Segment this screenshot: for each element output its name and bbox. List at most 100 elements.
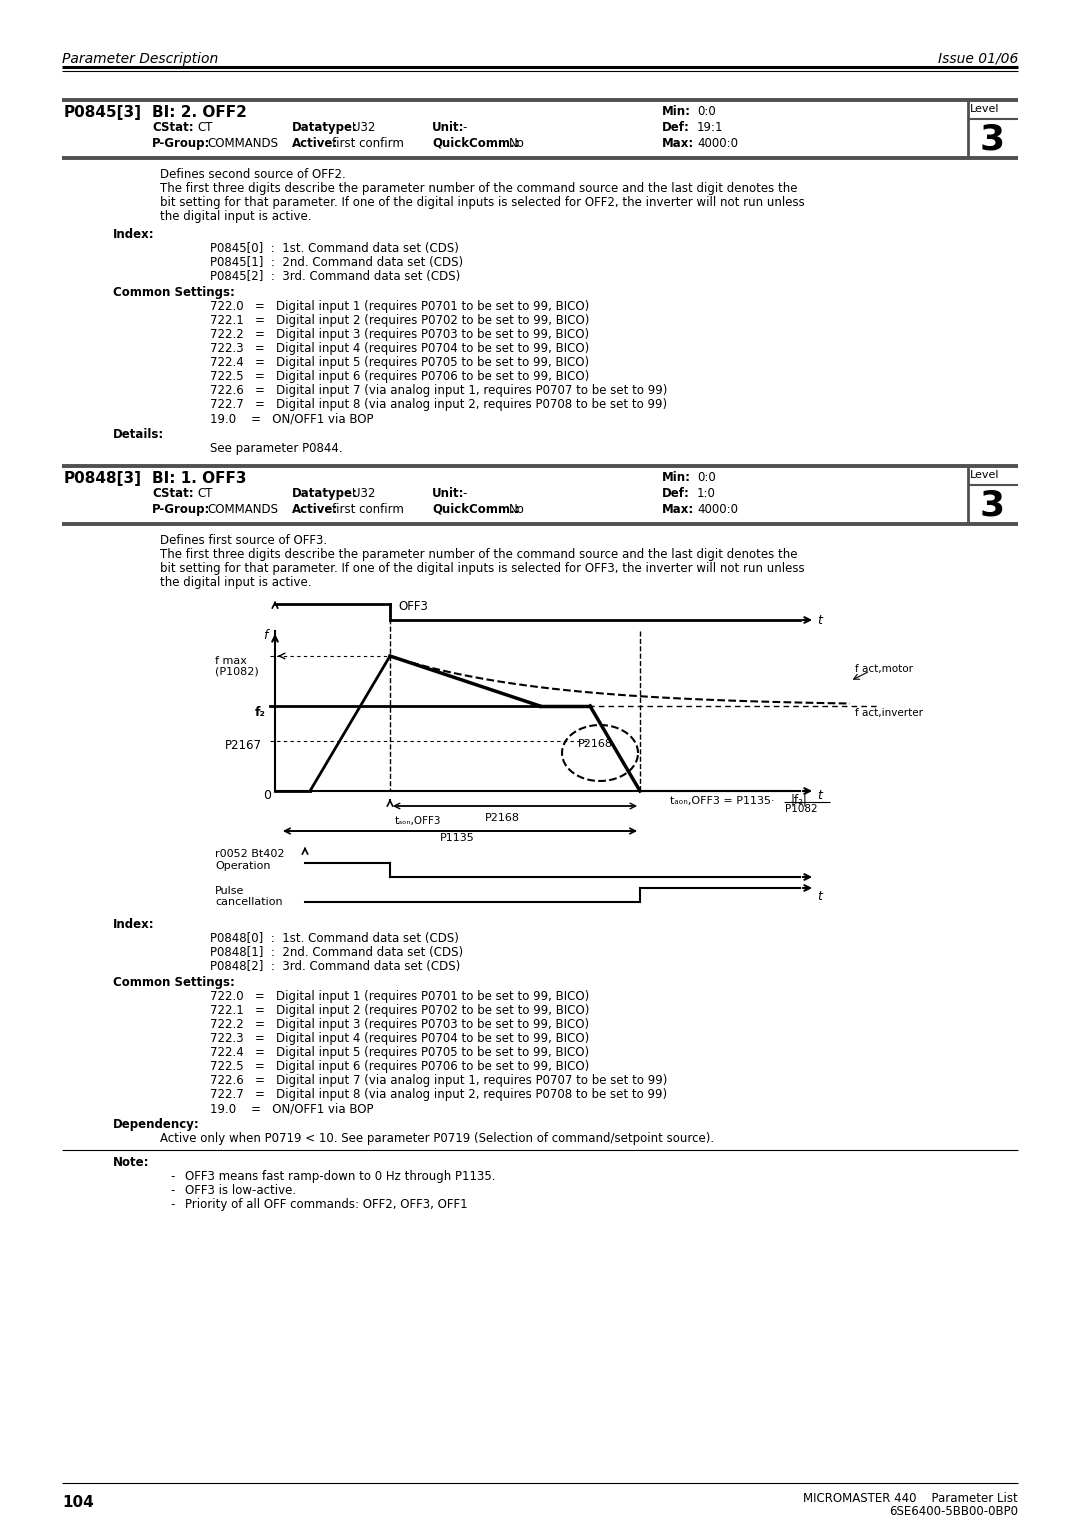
Text: 722.6   =   Digital input 7 (via analog input 1, requires P0707 to be set to 99): 722.6 = Digital input 7 (via analog inpu… <box>210 1074 667 1086</box>
Text: f: f <box>264 630 268 642</box>
Text: 722.7   =   Digital input 8 (via analog input 2, requires P0708 to be set to 99): 722.7 = Digital input 8 (via analog inpu… <box>210 397 667 411</box>
Text: The first three digits describe the parameter number of the command source and t: The first three digits describe the para… <box>160 182 797 196</box>
Text: P0848[0]  :  1st. Command data set (CDS): P0848[0] : 1st. Command data set (CDS) <box>210 932 459 944</box>
Text: BI: 1. OFF3: BI: 1. OFF3 <box>152 471 246 486</box>
Text: P2168: P2168 <box>485 813 519 824</box>
Text: Defines first source of OFF3.: Defines first source of OFF3. <box>160 533 327 547</box>
Text: first confirm: first confirm <box>332 138 404 150</box>
Text: CT: CT <box>197 121 213 134</box>
Text: t: t <box>816 788 822 802</box>
Text: Issue 01/06: Issue 01/06 <box>937 52 1018 66</box>
Text: P0845[2]  :  3rd. Command data set (CDS): P0845[2] : 3rd. Command data set (CDS) <box>210 270 460 283</box>
Text: -: - <box>170 1198 174 1212</box>
Text: 3: 3 <box>980 122 1005 156</box>
Text: |f₂|: |f₂| <box>789 793 807 805</box>
Text: Active:: Active: <box>292 138 338 150</box>
Text: 722.1   =   Digital input 2 (requires P0702 to be set to 99, BICO): 722.1 = Digital input 2 (requires P0702 … <box>210 1004 590 1018</box>
Text: Common Settings:: Common Settings: <box>113 286 234 299</box>
Text: 722.4   =   Digital input 5 (requires P0705 to be set to 99, BICO): 722.4 = Digital input 5 (requires P0705 … <box>210 1047 589 1059</box>
Text: 0:0: 0:0 <box>697 471 716 484</box>
Text: (P1082): (P1082) <box>215 668 259 677</box>
Text: Unit:: Unit: <box>432 121 464 134</box>
Text: Def:: Def: <box>662 487 690 500</box>
Text: P0848[2]  :  3rd. Command data set (CDS): P0848[2] : 3rd. Command data set (CDS) <box>210 960 460 973</box>
Text: Level: Level <box>970 104 999 115</box>
Text: bit setting for that parameter. If one of the digital inputs is selected for OFF: bit setting for that parameter. If one o… <box>160 196 805 209</box>
Text: P0848[3]: P0848[3] <box>64 471 141 486</box>
Text: 4000:0: 4000:0 <box>697 138 738 150</box>
Text: Def:: Def: <box>662 121 690 134</box>
Text: Min:: Min: <box>662 471 691 484</box>
Text: the digital input is active.: the digital input is active. <box>160 576 311 588</box>
Text: 0:0: 0:0 <box>697 105 716 118</box>
Text: Note:: Note: <box>113 1157 149 1169</box>
Text: 1:0: 1:0 <box>697 487 716 500</box>
Text: OFF3: OFF3 <box>399 601 428 613</box>
Text: Details:: Details: <box>113 428 164 442</box>
Text: bit setting for that parameter. If one of the digital inputs is selected for OFF: bit setting for that parameter. If one o… <box>160 562 805 575</box>
Text: U32: U32 <box>352 487 376 500</box>
Text: P0845[0]  :  1st. Command data set (CDS): P0845[0] : 1st. Command data set (CDS) <box>210 241 459 255</box>
Text: CT: CT <box>197 487 213 500</box>
Text: Min:: Min: <box>662 105 691 118</box>
Text: Active only when P0719 < 10. See parameter P0719 (Selection of command/setpoint : Active only when P0719 < 10. See paramet… <box>160 1132 714 1144</box>
Text: -: - <box>170 1184 174 1196</box>
Text: 722.3   =   Digital input 4 (requires P0704 to be set to 99, BICO): 722.3 = Digital input 4 (requires P0704 … <box>210 1031 590 1045</box>
Text: 19.0    =   ON/OFF1 via BOP: 19.0 = ON/OFF1 via BOP <box>210 1102 374 1115</box>
Text: Active:: Active: <box>292 503 338 516</box>
Text: COMMANDS: COMMANDS <box>207 138 278 150</box>
Text: f act,motor: f act,motor <box>855 665 913 674</box>
Text: P2168: P2168 <box>578 740 613 749</box>
Text: -: - <box>462 121 467 134</box>
Text: Dependency:: Dependency: <box>113 1118 200 1131</box>
Text: 722.1   =   Digital input 2 (requires P0702 to be set to 99, BICO): 722.1 = Digital input 2 (requires P0702 … <box>210 313 590 327</box>
Text: Pulse: Pulse <box>215 886 244 895</box>
Text: 722.0   =   Digital input 1 (requires P0701 to be set to 99, BICO): 722.0 = Digital input 1 (requires P0701 … <box>210 299 590 313</box>
Text: first confirm: first confirm <box>332 503 404 516</box>
Text: 0: 0 <box>264 788 271 802</box>
Text: CStat:: CStat: <box>152 487 193 500</box>
Text: OFF3 means fast ramp-down to 0 Hz through P1135.: OFF3 means fast ramp-down to 0 Hz throug… <box>185 1170 496 1183</box>
Text: cancellation: cancellation <box>215 897 283 908</box>
Text: P2167: P2167 <box>225 740 262 752</box>
Text: Defines second source of OFF2.: Defines second source of OFF2. <box>160 168 346 180</box>
Text: Datatype:: Datatype: <box>292 121 357 134</box>
Text: Datatype:: Datatype: <box>292 487 357 500</box>
Text: 19.0    =   ON/OFF1 via BOP: 19.0 = ON/OFF1 via BOP <box>210 413 374 425</box>
Text: tₐₒₙ,OFF3 = P1135·: tₐₒₙ,OFF3 = P1135· <box>670 796 774 805</box>
Text: P0845[1]  :  2nd. Command data set (CDS): P0845[1] : 2nd. Command data set (CDS) <box>210 257 463 269</box>
Text: 4000:0: 4000:0 <box>697 503 738 516</box>
Text: t: t <box>816 614 822 626</box>
Text: P0848[1]  :  2nd. Command data set (CDS): P0848[1] : 2nd. Command data set (CDS) <box>210 946 463 960</box>
Text: P0845[3]: P0845[3] <box>64 105 141 121</box>
Text: 19:1: 19:1 <box>697 121 724 134</box>
Text: Parameter Description: Parameter Description <box>62 52 218 66</box>
Text: P-Group:: P-Group: <box>152 138 211 150</box>
Text: Unit:: Unit: <box>432 487 464 500</box>
Text: P1135: P1135 <box>440 833 475 843</box>
Text: Index:: Index: <box>113 228 154 241</box>
Text: 104: 104 <box>62 1494 94 1510</box>
Text: MICROMASTER 440    Parameter List: MICROMASTER 440 Parameter List <box>804 1491 1018 1505</box>
Text: No: No <box>509 503 525 516</box>
Text: f₂: f₂ <box>255 706 266 720</box>
Text: Max:: Max: <box>662 138 694 150</box>
Text: 722.6   =   Digital input 7 (via analog input 1, requires P0707 to be set to 99): 722.6 = Digital input 7 (via analog inpu… <box>210 384 667 397</box>
Text: Level: Level <box>970 471 999 480</box>
Text: -: - <box>170 1170 174 1183</box>
Text: f max: f max <box>215 656 247 666</box>
Text: Operation: Operation <box>215 860 270 871</box>
Text: QuickComm.:: QuickComm.: <box>432 503 519 516</box>
Text: Index:: Index: <box>113 918 154 931</box>
Text: COMMANDS: COMMANDS <box>207 503 278 516</box>
Text: 722.7   =   Digital input 8 (via analog input 2, requires P0708 to be set to 99): 722.7 = Digital input 8 (via analog inpu… <box>210 1088 667 1102</box>
Text: Max:: Max: <box>662 503 694 516</box>
Text: The first three digits describe the parameter number of the command source and t: The first three digits describe the para… <box>160 549 797 561</box>
Text: 722.5   =   Digital input 6 (requires P0706 to be set to 99, BICO): 722.5 = Digital input 6 (requires P0706 … <box>210 370 590 384</box>
Text: the digital input is active.: the digital input is active. <box>160 209 311 223</box>
Text: -: - <box>462 487 467 500</box>
Text: 6SE6400-5BB00-0BP0: 6SE6400-5BB00-0BP0 <box>889 1505 1018 1517</box>
Text: 722.2   =   Digital input 3 (requires P0703 to be set to 99, BICO): 722.2 = Digital input 3 (requires P0703 … <box>210 329 589 341</box>
Text: 3: 3 <box>980 487 1005 523</box>
Text: f act,inverter: f act,inverter <box>855 707 923 718</box>
